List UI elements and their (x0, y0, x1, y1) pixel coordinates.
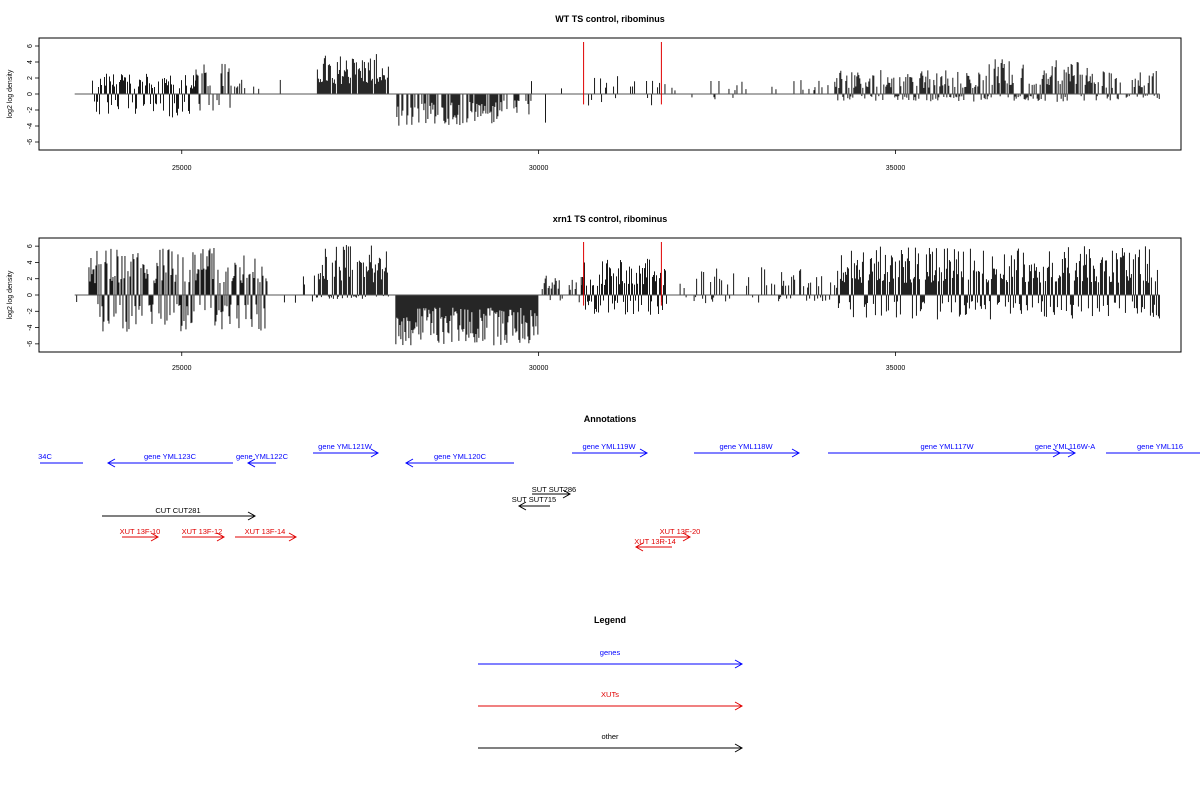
arrowhead (404, 458, 414, 468)
feature: XUT 13F-14 (235, 527, 298, 542)
feature-label: gene YML120C (434, 452, 487, 461)
arrowhead (791, 448, 801, 458)
feature: 34C (38, 452, 83, 464)
arrowhead (562, 489, 572, 499)
y-tick-label: 2 (27, 277, 34, 281)
feature: gene YML118W (694, 442, 801, 458)
xrn1-density-panel: xrn1 TS control, ribominus 6 4 2 0 -2 -4 -6 log2… (7, 214, 1182, 372)
feature-label: CUT CUT281 (155, 506, 200, 515)
feature: gene YML116 (1106, 442, 1200, 454)
feature-label: gene YML116 (1137, 442, 1183, 451)
y-axis-label: log2 log density (7, 69, 14, 118)
feature: gene YML120C (404, 452, 514, 468)
feature-label: gene YML123C (144, 452, 197, 461)
feature: XUT 13F-10 (120, 527, 161, 542)
arrowhead (734, 701, 744, 711)
y-tick-label: 6 (27, 44, 34, 48)
x-tick-label: 30000 (529, 165, 549, 172)
feature: gene YML116W-A (1035, 442, 1095, 458)
arrowhead (639, 448, 649, 458)
legend-label: other (601, 732, 619, 741)
panel-title: WT TS control, ribominus (555, 14, 665, 24)
feature: CUT CUT281 (102, 506, 257, 521)
arrowhead (150, 532, 160, 542)
y-tick-label: -4 (27, 123, 34, 129)
feature-label: gene YML117W (920, 442, 974, 451)
x-tick-label: 30000 (529, 365, 549, 372)
feature: gene YML119W (572, 442, 649, 458)
feature: XUT 13F-12 (182, 527, 226, 542)
feature-label: SUT SUT286 (532, 485, 576, 494)
legend-item: XUTs (478, 690, 744, 711)
y-tick-label: 0 (27, 293, 34, 297)
y-tick-label: -6 (27, 139, 34, 145)
y-tick-label: 4 (27, 60, 34, 64)
legend-label: genes (600, 648, 621, 657)
feature: SUT SUT715 (512, 495, 556, 511)
panel-title: xrn1 TS control, ribominus (553, 214, 668, 224)
x-tick-label: 25000 (172, 165, 192, 172)
feature-label: XUT 13F-20 (660, 527, 701, 536)
arrowhead (247, 511, 257, 521)
arrowhead (1067, 448, 1077, 458)
y-tick-label: -2 (27, 107, 34, 113)
feature: SUT SUT286 (532, 485, 576, 499)
arrowhead (517, 501, 527, 511)
x-tick-label: 35000 (886, 165, 906, 172)
feature-label: XUT 13F-10 (120, 527, 161, 536)
arrowhead (734, 743, 744, 753)
annotations-title: Annotations (584, 414, 637, 424)
arrowhead (370, 448, 380, 458)
feature: XUT 13R-14 (634, 537, 676, 552)
feature-label: gene YML122C (236, 452, 289, 461)
y-tick-label: -2 (27, 308, 34, 314)
feature: gene YML117W (828, 442, 1062, 458)
legend-item: genes (478, 648, 744, 669)
arrowhead (216, 532, 226, 542)
y-tick-label: 0 (27, 92, 34, 96)
y-tick-label: 6 (27, 244, 34, 248)
arrowhead (106, 458, 116, 468)
y-tick-label: -6 (27, 341, 34, 347)
feature-label: gene YML121W (318, 442, 373, 451)
arrowhead (634, 542, 644, 552)
legend-title: Legend (594, 615, 626, 625)
legend-panel: Legend genes XUTs other (478, 615, 744, 753)
annotations-panel: Annotations 34C gene YML123C gene YML122C ge… (38, 414, 1200, 552)
feature-label: gene YML119W (582, 442, 636, 451)
feature: gene YML123C (106, 452, 233, 468)
x-tick-label: 25000 (172, 365, 192, 372)
feature-label: SUT SUT715 (512, 495, 556, 504)
x-tick-label: 35000 (886, 365, 906, 372)
arrowhead (246, 458, 256, 468)
feature-label: XUT 13F-14 (245, 527, 286, 536)
feature-label: 34C (38, 452, 52, 461)
y-tick-label: -4 (27, 324, 34, 330)
wt-density-panel: WT TS control, ribominus 6 4 2 0 -2 -4 -6 log2 l… (7, 14, 1182, 172)
density-bars (76, 245, 1160, 346)
density-bars (92, 54, 1160, 126)
feature: XUT 13F-20 (660, 527, 701, 542)
feature: gene YML121W (313, 442, 380, 458)
y-tick-label: 2 (27, 76, 34, 80)
feature: gene YML122C (236, 452, 289, 468)
arrowhead (682, 532, 692, 542)
feature-label: gene YML116W-A (1035, 442, 1095, 451)
y-tick-label: 4 (27, 260, 34, 264)
feature-label: XUT 13R-14 (634, 537, 676, 546)
feature-label: gene YML118W (719, 442, 773, 451)
arrowhead (288, 532, 298, 542)
feature-label: XUT 13F-12 (182, 527, 223, 536)
arrowhead (734, 659, 744, 669)
y-axis-label: log2 log density (7, 270, 14, 319)
legend-label: XUTs (601, 690, 619, 699)
legend-item: other (478, 732, 744, 753)
